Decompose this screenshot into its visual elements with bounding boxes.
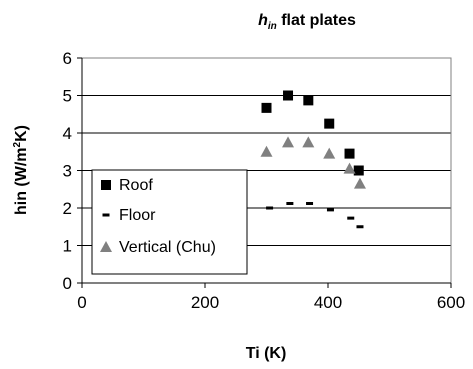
x-axis-title: Ti (K) [246, 345, 287, 362]
point-square [283, 90, 294, 101]
point-triangle [353, 177, 366, 189]
point-dash [286, 202, 294, 205]
point-legend-square [101, 180, 111, 190]
y-axis-title-main: hin (W/m [13, 147, 30, 215]
chart-title-rest: flat plates [277, 12, 356, 29]
point-triangle [343, 162, 356, 174]
legend-label: Vertical (Chu) [119, 239, 216, 256]
point-legend-triangle [100, 241, 112, 252]
series-1 [266, 202, 364, 229]
y-tick-label: 3 [63, 162, 72, 181]
point-triangle [282, 136, 295, 148]
y-tick-label: 4 [63, 124, 72, 143]
point-triangle [323, 147, 336, 159]
point-dash [306, 202, 314, 205]
chart-title-main: h [258, 12, 268, 29]
chart-title: hin flat plates [258, 12, 356, 32]
legend-label: Roof [119, 177, 153, 194]
point-dash [347, 216, 355, 220]
y-tick-label: 5 [63, 87, 72, 106]
y-ticks: 0 1 2 3 4 5 6 [63, 49, 82, 293]
x-tick-label: 200 [191, 293, 219, 312]
point-square [303, 95, 314, 106]
legend: Roof Floor Vertical (Chu) [91, 169, 248, 275]
point-dash [326, 208, 334, 212]
legend-box [91, 169, 248, 275]
legend-label: Floor [119, 207, 156, 224]
x-tick-label: 400 [314, 293, 342, 312]
y-tick-label: 6 [63, 49, 72, 68]
x-tick-label: 600 [437, 293, 465, 312]
y-axis-title: hin (W/m2K) [12, 125, 30, 215]
point-square [353, 165, 364, 176]
point-dash [356, 225, 364, 229]
y-axis-title-end: K) [13, 125, 30, 142]
point-dash [266, 206, 274, 210]
y-axis-title-sup: 2 [12, 141, 23, 147]
point-square [324, 118, 335, 129]
data-points [260, 90, 366, 229]
point-square [344, 148, 355, 159]
x-ticks: 0 200 400 600 [77, 283, 465, 312]
y-tick-label: 2 [63, 199, 72, 218]
chart-title-sub: in [268, 21, 277, 32]
series-0 [261, 90, 364, 176]
x-tick-label: 0 [77, 293, 86, 312]
series-2 [260, 136, 366, 189]
y-tick-label: 0 [63, 274, 72, 293]
y-tick-label: 1 [63, 237, 72, 256]
point-legend-dash [102, 213, 110, 217]
point-triangle [260, 145, 273, 157]
point-square [261, 102, 272, 113]
point-triangle [302, 136, 315, 148]
